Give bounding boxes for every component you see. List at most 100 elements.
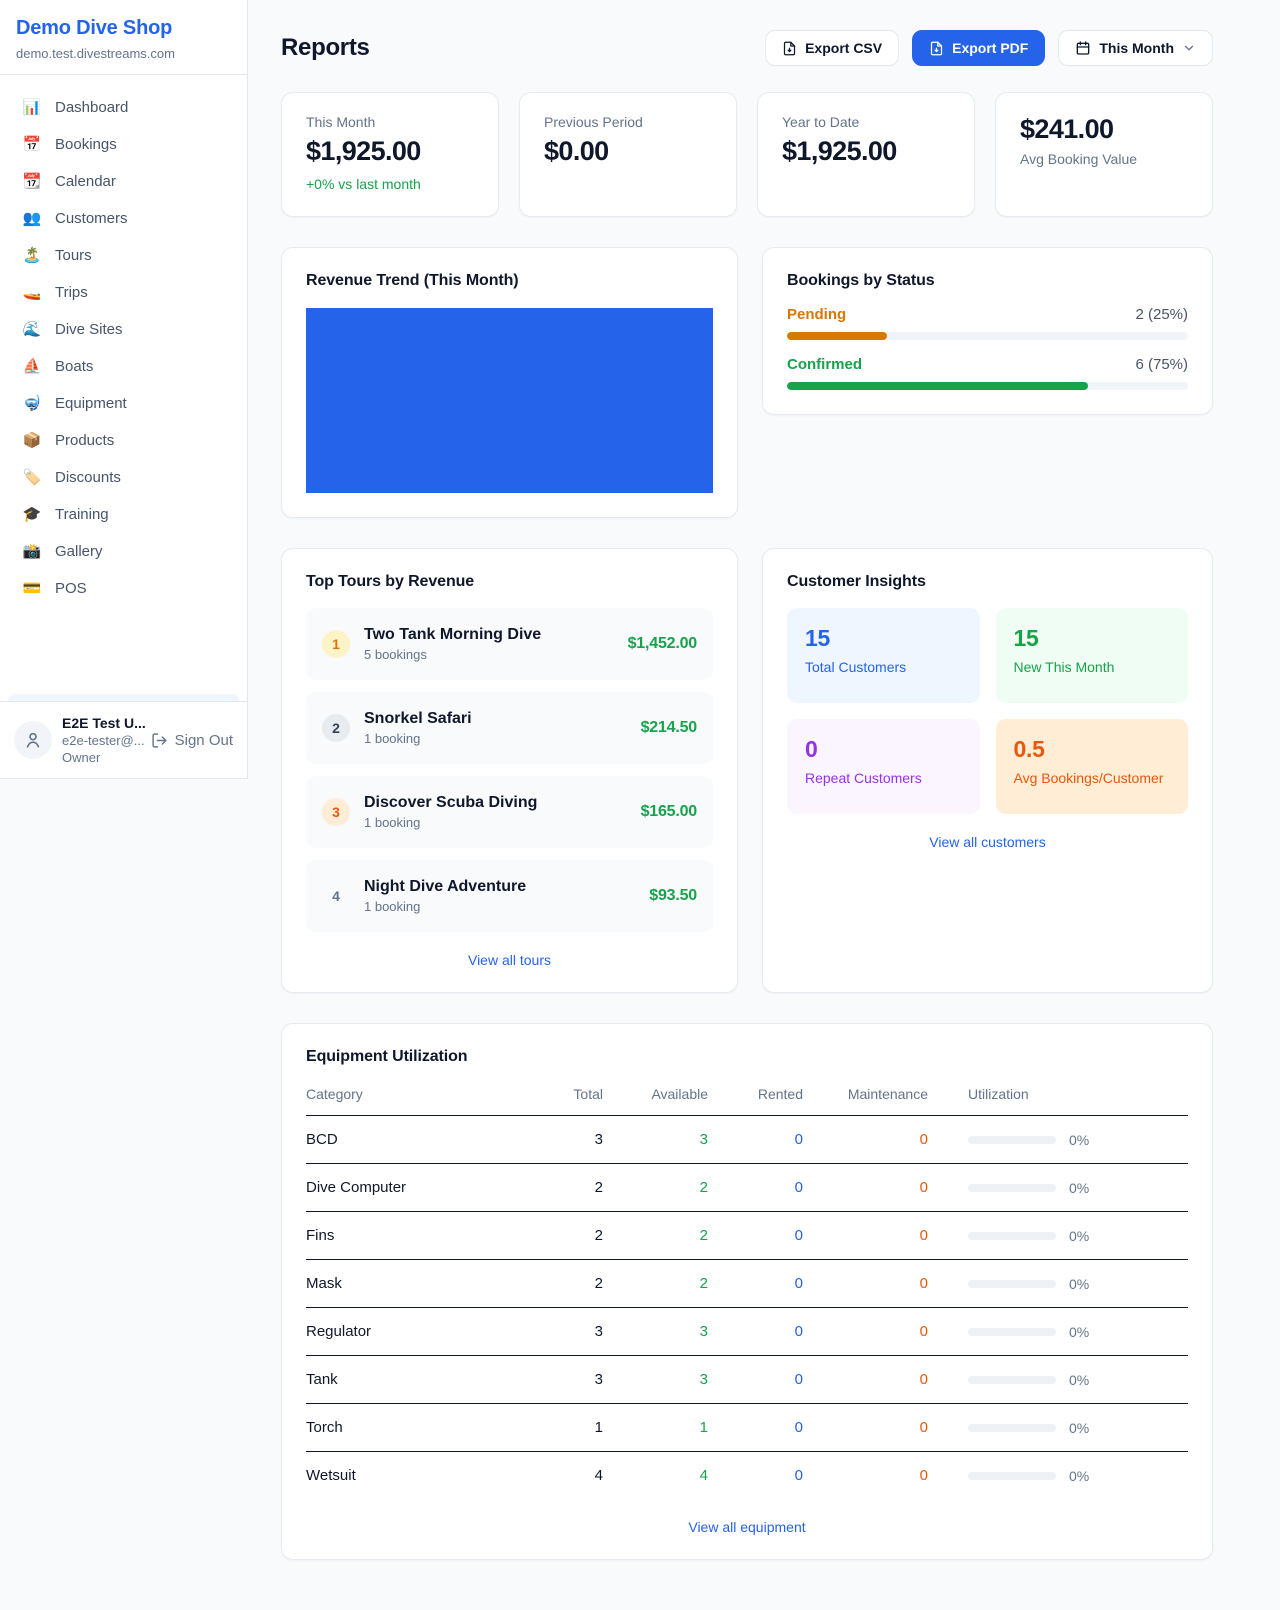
insight-value: 0 [805,736,818,762]
cell-utilization: 0% [928,1307,1188,1356]
cell-maintenance: 0 [803,1307,928,1356]
sidebar-item-calendar[interactable]: 📆 Calendar [8,163,239,200]
cell-category: Fins [306,1211,538,1260]
cell-category: BCD [306,1115,538,1164]
equipment-utilization-title: Equipment Utilization [306,1048,468,1065]
trips-icon: 🚤 [22,284,42,301]
sidebar-item-dive-sites[interactable]: 🌊 Dive Sites [8,311,239,348]
cell-utilization: 0% [928,1355,1188,1404]
tour-bookings-count: 1 booking [364,899,421,914]
cell-maintenance: 0 [803,1163,928,1212]
sidebar-item-boats[interactable]: ⛵ Boats [8,348,239,385]
cell-utilization: 0% [928,1115,1188,1164]
status-head: Pending 2 (25%) [787,306,1188,323]
cell-maintenance: 0 [803,1115,928,1164]
sidebar-item-equipment[interactable]: 🤿 Equipment [8,385,239,422]
sign-out-button[interactable]: Sign Out [151,732,233,749]
utilization-percent: 0% [1069,1131,1090,1148]
table-row: Regulator 3 3 0 0 0% [306,1307,1188,1356]
tour-bookings-count: 5 bookings [364,647,427,662]
column-header: Total [538,1072,603,1116]
status-head: Confirmed 6 (75%) [787,356,1188,373]
column-header: Utilization [928,1072,1188,1116]
stat-value: $0.00 [544,136,609,166]
utilization-wrap: 0% [968,1276,1188,1292]
training-icon: 🎓 [22,506,42,523]
export-pdf-button[interactable]: Export PDF [912,30,1046,66]
cell-category: Dive Computer [306,1163,538,1212]
view-all-equipment-link[interactable]: View all equipment [688,1519,806,1535]
column-header: Maintenance [803,1072,928,1116]
cell-rented: 0 [708,1115,803,1164]
cell-available: 2 [603,1211,708,1260]
tour-info: Snorkel Safari 1 booking [364,710,472,746]
revenue-trend-title: Revenue Trend (This Month) [306,272,519,289]
sidebar-item-label: Calendar [55,173,116,190]
insight-tile: 0.5 Avg Bookings/Customer [995,719,1188,814]
shop-name: Demo Dive Shop [16,17,173,39]
status-progress-track [787,382,1188,390]
cell-category: Regulator [306,1307,538,1356]
stat-label: Avg Booking Value [1020,151,1138,167]
rank-badge: 1 [322,630,350,658]
export-csv-button[interactable]: Export CSV [765,30,900,66]
tour-bookings-count: 1 booking [364,731,421,746]
header-actions: Export CSV Export PDF This Month [765,30,1213,66]
sign-out-label: Sign Out [174,731,233,749]
sidebar-item-tours[interactable]: 🏝️ Tours [8,237,239,274]
tour-name: Discover Scuba Diving [364,794,538,811]
top-tours-card: Top Tours by Revenue 1 Two Tank Morning D… [281,548,738,993]
discounts-icon: 🏷️ [22,469,42,486]
utilization-bar-track [968,1327,1056,1336]
sidebar-item-label: Tours [55,247,92,264]
sidebar-item-products[interactable]: 📦 Products [8,422,239,459]
active-nav-peek [8,694,239,701]
insight-value: 0.5 [1013,736,1045,762]
cell-available: 2 [603,1259,708,1308]
utilization-wrap: 0% [968,1324,1188,1340]
status-row: Pending 2 (25%) [787,306,1188,340]
cell-category: Mask [306,1259,538,1308]
column-header: Category [306,1072,538,1116]
utilization-percent: 0% [1069,1227,1090,1244]
sidebar-item-gallery[interactable]: 📸 Gallery [8,533,239,570]
pos-icon: 💳 [22,580,42,597]
table-row: Dive Computer 2 2 0 0 0% [306,1163,1188,1212]
sidebar-item-label: Customers [55,210,128,227]
utilization-bar-track [968,1423,1056,1432]
sidebar-item-training[interactable]: 🎓 Training [8,496,239,533]
sidebar-item-label: Trips [55,284,88,301]
cell-total: 3 [538,1115,603,1164]
tour-revenue: $165.00 [640,803,698,820]
stat-label: Previous Period [544,114,643,130]
insight-tile: 15 New This Month [995,608,1188,703]
customer-insights-title: Customer Insights [787,573,926,590]
tour-list-item: 1 Two Tank Morning Dive 5 bookings $1,452.0… [306,608,713,680]
utilization-percent: 0% [1069,1323,1090,1340]
customers-icon: 👥 [22,210,42,227]
utilization-wrap: 0% [968,1228,1188,1244]
cell-available: 3 [603,1355,708,1404]
sidebar-item-dashboard[interactable]: 📊 Dashboard [8,89,239,126]
sidebar-item-pos[interactable]: 💳 POS [8,570,239,607]
cell-rented: 0 [708,1355,803,1404]
sidebar-item-bookings[interactable]: 📅 Bookings [8,126,239,163]
period-select[interactable]: This Month [1058,30,1213,66]
equipment-table: Category Total Available Rented Maintenance U… [306,1072,1188,1499]
view-all-customers-link[interactable]: View all customers [929,834,1046,850]
revenue-trend-bar [306,308,713,493]
sidebar-item-trips[interactable]: 🚤 Trips [8,274,239,311]
utilization-percent: 0% [1069,1371,1090,1388]
sidebar-item-customers[interactable]: 👥 Customers [8,200,239,237]
sidebar-item-discounts[interactable]: 🏷️ Discounts [8,459,239,496]
insight-label: Avg Bookings/Customer [1013,770,1164,786]
status-progress-fill [787,332,888,340]
cell-maintenance: 0 [803,1259,928,1308]
view-all-tours-link[interactable]: View all tours [467,952,551,968]
table-row: Wetsuit 4 4 0 0 0% [306,1452,1188,1500]
page-title: Reports [281,34,370,61]
boats-icon: ⛵ [22,358,42,375]
tour-list-item: 2 Snorkel Safari 1 booking $214.50 [306,692,713,764]
utilization-bar-track [968,1231,1056,1240]
utilization-wrap: 0% [968,1468,1188,1484]
